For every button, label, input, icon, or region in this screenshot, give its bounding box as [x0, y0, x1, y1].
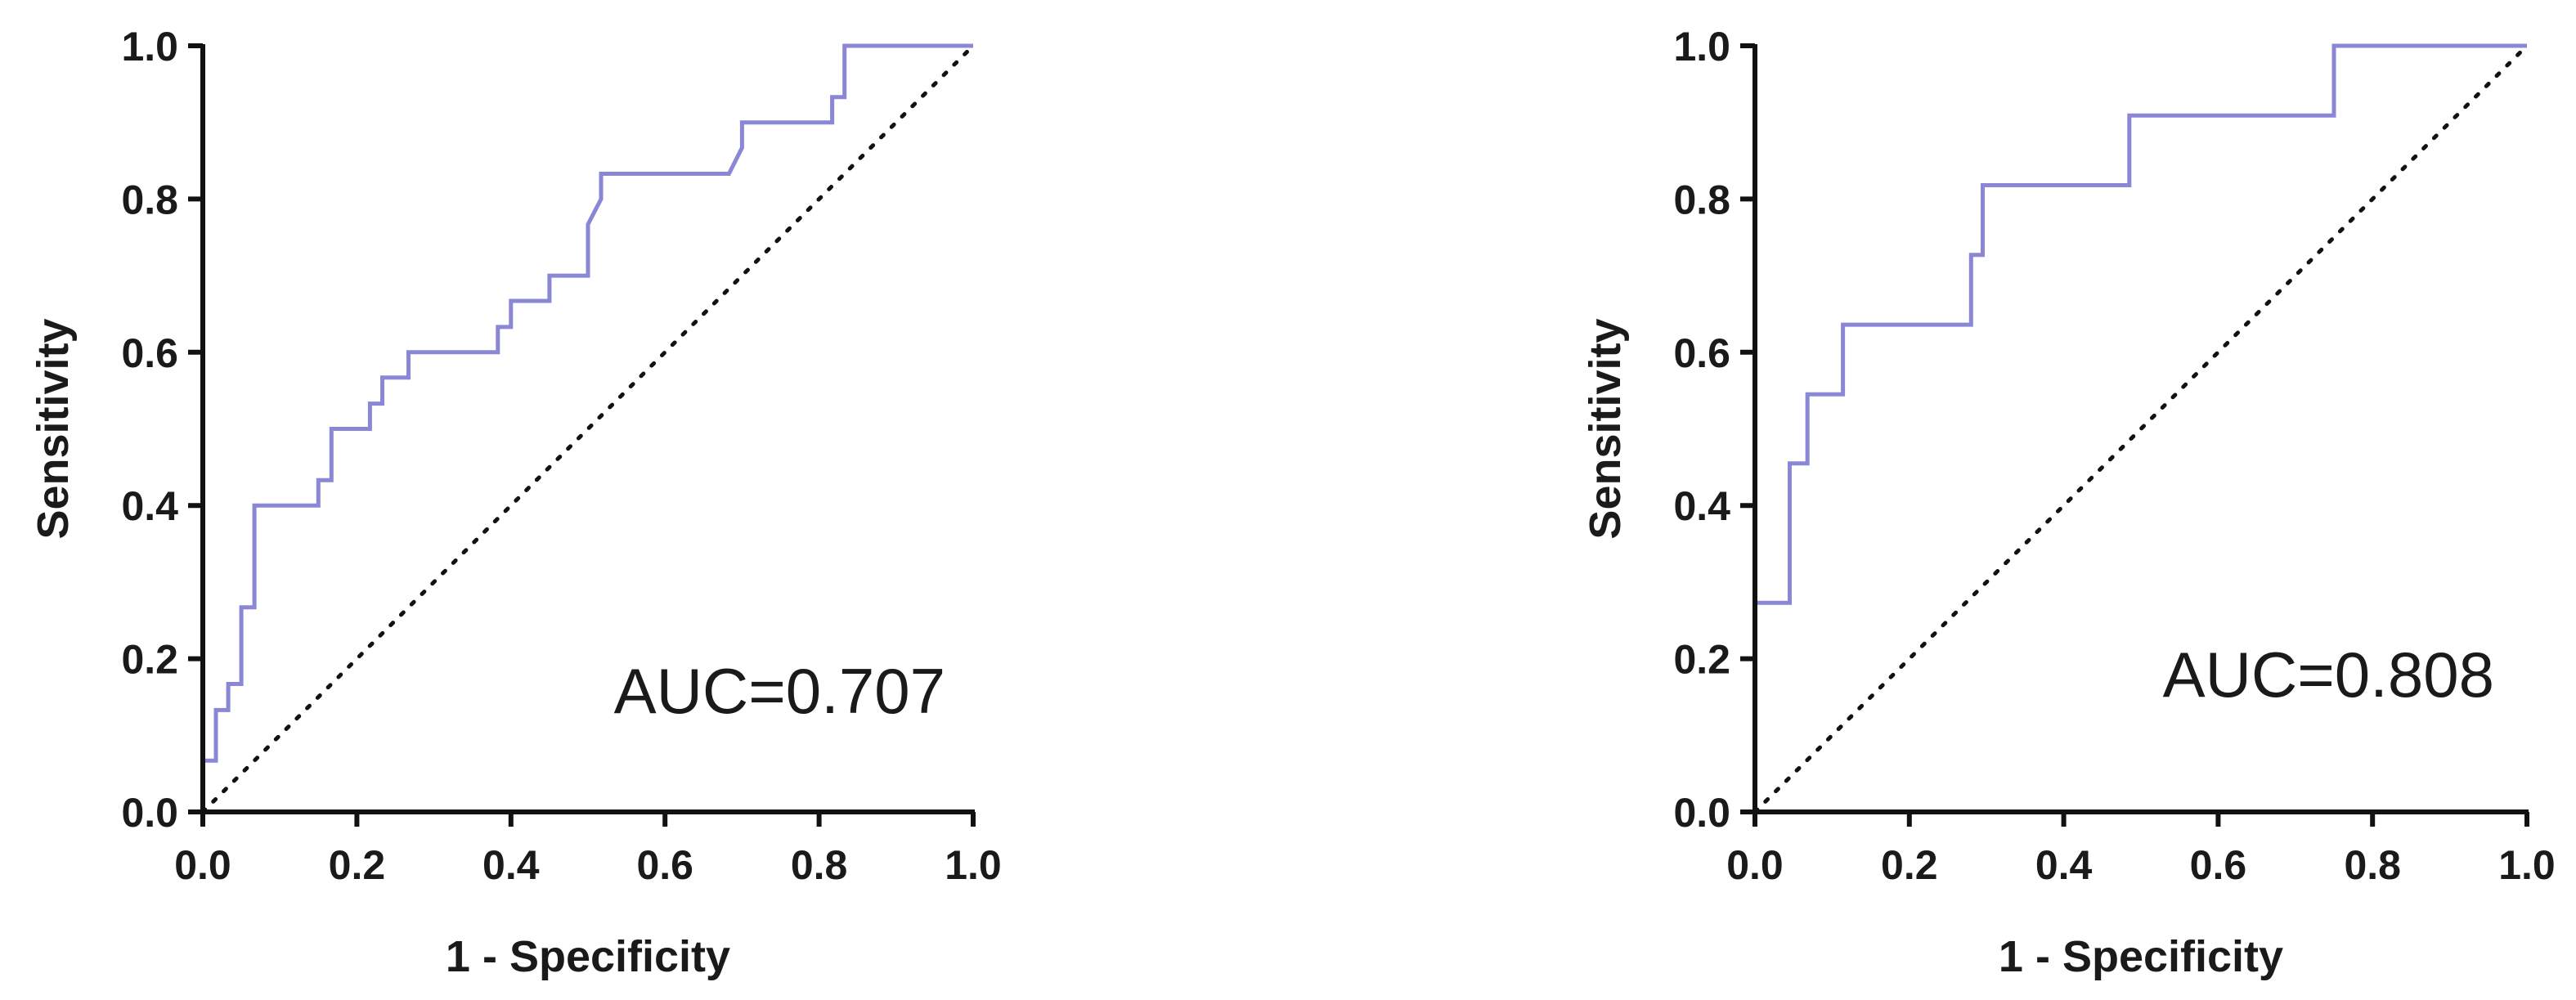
y-axis-label: Sensitivity — [1581, 318, 1630, 539]
x-tick-label: 0.6 — [636, 842, 693, 888]
y-tick-label: 0.6 — [1673, 330, 1730, 376]
x-tick-label: 0.0 — [174, 842, 231, 888]
y-tick-label: 0.4 — [121, 483, 178, 529]
x-axis-label: 1 - Specificity — [446, 932, 730, 981]
y-tick-label: 0.8 — [121, 177, 178, 222]
y-tick-label: 1.0 — [121, 24, 178, 70]
y-tick-label: 0.0 — [121, 790, 178, 836]
roc-curve-line — [200, 43, 973, 812]
x-tick-label: 0.8 — [2344, 842, 2401, 888]
y-tick-label: 0.2 — [121, 637, 178, 683]
reference-diagonal-line — [1752, 43, 2529, 814]
x-tick-label: 1.0 — [945, 842, 1002, 888]
roc-curve-line — [1752, 43, 2527, 812]
y-axis-label: Sensitivity — [29, 318, 78, 539]
x-tick-label: 0.4 — [482, 842, 540, 888]
roc-chart-1: 0.0 0.2 0.4 0.6 0.8 1.0 0.0 0.2 0.4 0.6 0.8 1.0 1 - … — [29, 24, 1002, 981]
auc-annotation: AUC=0.808 — [2163, 639, 2494, 711]
reference-diagonal-line — [200, 43, 976, 814]
y-tick-label: 0.2 — [1673, 637, 1730, 683]
x-tick-label: 0.8 — [791, 842, 848, 888]
y-tick-label: 0.8 — [1673, 177, 1730, 222]
x-axis-label: 1 - Specificity — [1999, 932, 2283, 981]
y-tick-label: 0.4 — [1673, 483, 1730, 529]
x-tick-label: 0.0 — [1726, 842, 1784, 888]
x-tick-label: 0.2 — [329, 842, 386, 888]
x-tick-label: 0.6 — [2190, 842, 2247, 888]
roc-chart-2: 0.0 0.2 0.4 0.6 0.8 1.0 0.0 0.2 0.4 0.6 0.8 1.0 1 - … — [1581, 24, 2556, 981]
x-tick-label: 0.2 — [1881, 842, 1938, 888]
y-tick-label: 0.0 — [1673, 790, 1730, 836]
y-tick-label: 0.6 — [121, 330, 178, 376]
x-tick-label: 0.4 — [2035, 842, 2093, 888]
y-tick-label: 1.0 — [1673, 24, 1730, 70]
x-tick-label: 1.0 — [2498, 842, 2556, 888]
auc-annotation: AUC=0.707 — [614, 655, 945, 727]
